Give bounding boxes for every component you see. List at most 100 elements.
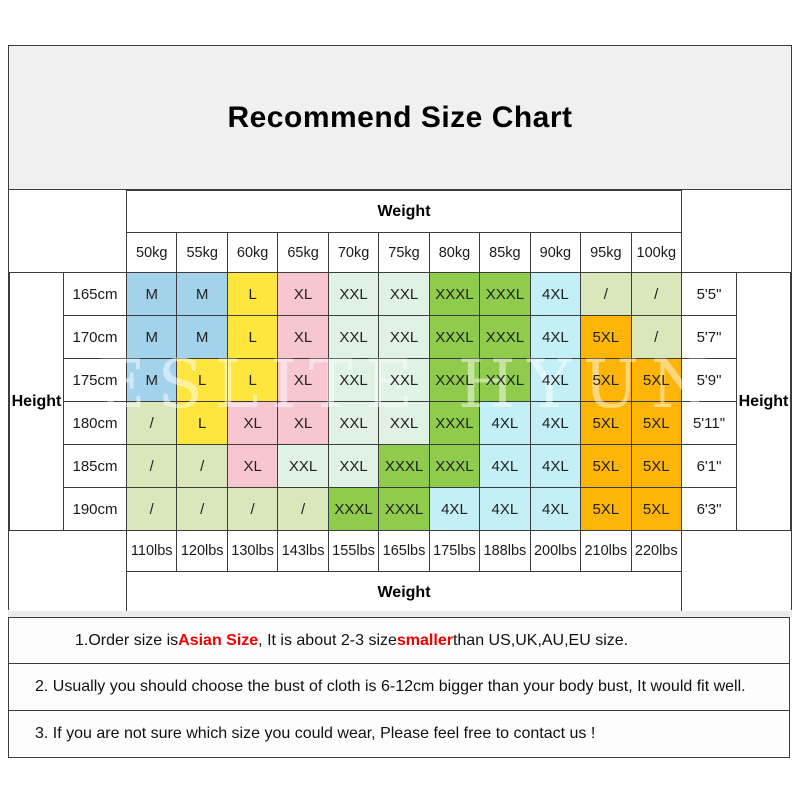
weight-lbs-cell: 130lbs (226, 530, 279, 572)
weight-lbs-cell: 210lbs (580, 530, 632, 572)
height-cm-cell: 170cm (63, 315, 127, 359)
size-cell: 4XL (479, 401, 531, 445)
weight-kg-cell: 70kg (327, 232, 380, 273)
weight-lbs-cell: 110lbs (125, 530, 178, 572)
size-cell: L (226, 315, 279, 359)
size-cell: XXL (378, 272, 430, 316)
height-cm-cell: 190cm (63, 487, 127, 531)
weight-lbs-cell: 165lbs (378, 530, 430, 572)
height-label-right: Height (736, 272, 791, 531)
size-cell: 4XL (529, 315, 582, 359)
size-table: Weight 50kg 55kg 60kg 65kg 70kg 75kg 80kg 85kg 90… (9, 190, 791, 614)
note-text: , It is about 2-3 size (258, 631, 397, 649)
divider (8, 611, 792, 617)
weight-lbs-cell: 143lbs (277, 530, 329, 572)
height-ft-cell: 5'7" (681, 315, 737, 359)
height-cm-cell: 175cm (63, 358, 127, 402)
spacer-cell (681, 232, 791, 273)
note-text: 2. Usually you should choose the bust of… (35, 678, 746, 695)
size-cell: / (125, 401, 178, 445)
size-cell: L (226, 358, 279, 402)
size-cell: / (176, 487, 228, 531)
weight-kg-cell: 50kg (125, 232, 178, 273)
note-2: 2. Usually you should choose the bust of… (8, 663, 790, 711)
height-cm-cell: 165cm (63, 272, 127, 316)
height-ft-cell: 5'5" (681, 272, 737, 316)
size-cell: 5XL (580, 444, 632, 488)
height-label-left: Height (9, 272, 64, 531)
size-cell: / (630, 315, 683, 359)
size-cell: L (176, 401, 228, 445)
size-cell: L (226, 272, 279, 316)
weight-kg-cell: 85kg (479, 232, 531, 273)
size-cell: 5XL (630, 358, 683, 402)
size-cell: XXL (327, 358, 380, 402)
size-cell: XXL (378, 401, 430, 445)
size-cell: XXXL (428, 444, 481, 488)
size-cell: / (125, 487, 178, 531)
size-cell: 5XL (630, 444, 683, 488)
note-text: than US,UK,AU,EU size. (452, 631, 629, 649)
size-cell: 5XL (580, 315, 632, 359)
size-cell: XXL (327, 444, 380, 488)
size-cell: XXXL (428, 401, 481, 445)
note-text: 3. If you are not sure which size you co… (35, 725, 596, 742)
weight-lbs-cell: 155lbs (327, 530, 380, 572)
size-cell: 4XL (529, 487, 582, 531)
weight-lbs-cell: 188lbs (479, 530, 531, 572)
size-cell: M (125, 358, 178, 402)
weight-kg-cell: 80kg (428, 232, 481, 273)
size-cell: XXXL (428, 358, 481, 402)
size-cell: XL (277, 401, 329, 445)
weight-lbs-cell: 120lbs (176, 530, 228, 572)
weight-kg-cell: 75kg (378, 232, 430, 273)
size-cell: XL (226, 444, 279, 488)
size-cell: 5XL (580, 401, 632, 445)
size-cell: XXXL (428, 315, 481, 359)
size-cell: 4XL (529, 358, 582, 402)
size-cell: 5XL (580, 358, 632, 402)
size-cell: M (176, 315, 228, 359)
size-cell: XL (226, 401, 279, 445)
spacer-cell (681, 571, 791, 614)
height-ft-cell: 6'1" (681, 444, 737, 488)
weight-kg-cell: 65kg (277, 232, 329, 273)
note-text: 1.Order size is (75, 631, 179, 649)
spacer-cell (681, 530, 791, 572)
size-cell: / (580, 272, 632, 316)
size-cell: 5XL (630, 487, 683, 531)
size-cell: M (176, 272, 228, 316)
height-ft-cell: 5'9" (681, 358, 737, 402)
size-cell: / (226, 487, 279, 531)
size-cell: XXL (378, 358, 430, 402)
size-cell: / (630, 272, 683, 316)
size-cell: / (125, 444, 178, 488)
weight-kg-cell: 100kg (630, 232, 683, 273)
height-cm-cell: 185cm (63, 444, 127, 488)
spacer-cell (681, 190, 791, 233)
size-cell: XXXL (327, 487, 380, 531)
spacer-cell (9, 232, 127, 273)
weight-lbs-cell: 220lbs (630, 530, 683, 572)
title-box: Recommend Size Chart (8, 45, 792, 190)
page-title: Recommend Size Chart (227, 100, 573, 134)
size-cell: 4XL (529, 444, 582, 488)
size-cell: XXXL (428, 272, 481, 316)
size-cell: XXL (327, 272, 380, 316)
size-cell: XXXL (479, 315, 531, 359)
size-cell: L (176, 358, 228, 402)
spacer-cell (9, 571, 127, 614)
weight-kg-cell: 55kg (176, 232, 228, 273)
size-cell: 5XL (580, 487, 632, 531)
size-cell: 5XL (630, 401, 683, 445)
size-cell: XXXL (378, 444, 430, 488)
size-cell: M (125, 272, 178, 316)
note-1: 1.Order size is Asian Size, It is about … (8, 617, 790, 664)
size-cell: XXXL (479, 358, 531, 402)
note-highlight: Asian Size (178, 631, 259, 649)
note-highlight: smaller (396, 631, 453, 649)
size-cell: 4XL (428, 487, 481, 531)
weight-header-top: Weight (126, 190, 682, 233)
size-cell: XXL (327, 315, 380, 359)
size-cell: 4XL (529, 272, 582, 316)
